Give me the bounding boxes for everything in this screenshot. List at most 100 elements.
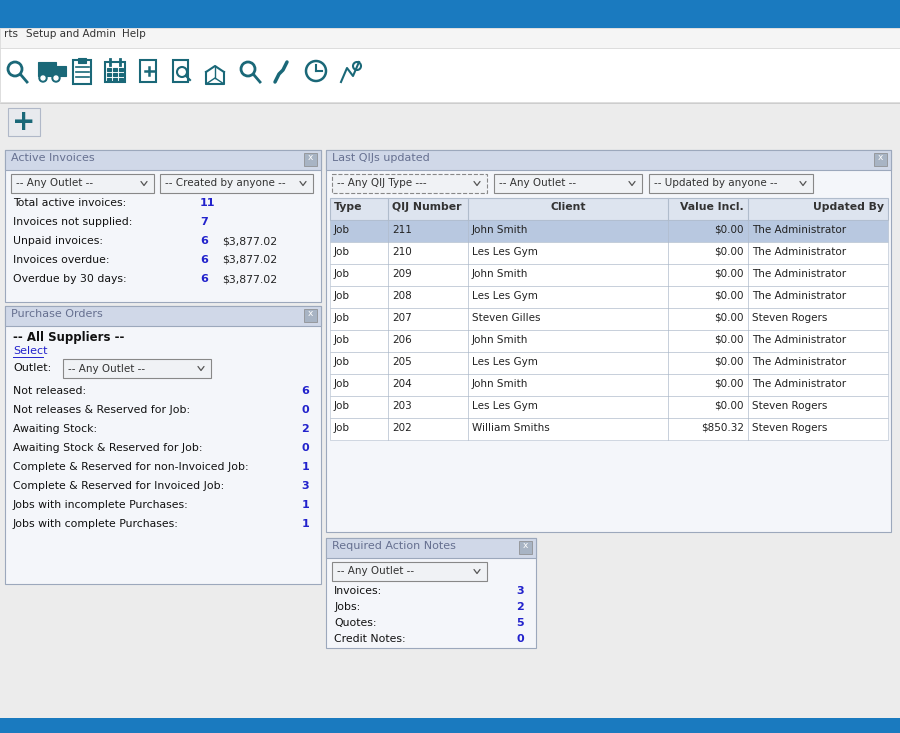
Text: 6: 6 — [200, 236, 208, 246]
Bar — [332, 174, 487, 193]
Text: Overdue by 30 days:: Overdue by 30 days: — [13, 274, 127, 284]
Text: Job: Job — [334, 247, 350, 257]
Text: 0: 0 — [302, 443, 309, 453]
Text: Quotes:: Quotes: — [334, 618, 376, 628]
Bar — [107, 68, 111, 71]
Text: 208: 208 — [392, 291, 412, 301]
Bar — [304, 309, 317, 322]
Circle shape — [54, 76, 58, 80]
Text: $3,877.02: $3,877.02 — [222, 236, 277, 246]
Circle shape — [39, 74, 47, 82]
Text: Last QIJs updated: Last QIJs updated — [332, 153, 430, 163]
Circle shape — [41, 76, 45, 80]
Text: -- Any Outlet --: -- Any Outlet -- — [499, 179, 576, 188]
Bar — [519, 541, 532, 554]
Text: -- Updated by anyone --: -- Updated by anyone -- — [654, 179, 778, 188]
Bar — [73, 60, 91, 84]
Text: Active Invoices: Active Invoices — [11, 153, 94, 163]
Bar — [119, 73, 123, 76]
Bar — [330, 352, 888, 374]
Text: Job: Job — [334, 401, 350, 411]
Text: Steven Gilles: Steven Gilles — [472, 313, 541, 323]
Text: 2: 2 — [302, 424, 309, 434]
Text: Invoices:: Invoices: — [334, 586, 382, 596]
Text: 205: 205 — [392, 357, 412, 367]
Text: 1: 1 — [302, 462, 309, 472]
Text: Client: Client — [550, 202, 586, 212]
Bar — [330, 242, 888, 264]
Bar — [326, 538, 536, 558]
Bar — [0, 0, 900, 28]
Text: x: x — [523, 542, 528, 550]
Text: Steven Rogers: Steven Rogers — [752, 313, 827, 323]
Bar — [160, 174, 313, 193]
Text: 2: 2 — [517, 602, 524, 612]
Text: x: x — [308, 309, 313, 319]
Text: Awaiting Stock & Reserved for Job:: Awaiting Stock & Reserved for Job: — [13, 443, 202, 453]
Bar — [326, 150, 891, 170]
Bar — [330, 264, 888, 286]
Bar — [326, 150, 891, 532]
Text: Les Les Gym: Les Les Gym — [472, 357, 538, 367]
Bar — [11, 174, 154, 193]
Text: 1: 1 — [302, 500, 309, 510]
Text: Les Les Gym: Les Les Gym — [472, 291, 538, 301]
Text: Not released:: Not released: — [13, 386, 86, 396]
Bar — [874, 153, 887, 166]
Bar — [113, 68, 117, 71]
Text: 203: 203 — [392, 401, 412, 411]
Text: John Smith: John Smith — [472, 379, 528, 389]
Text: 0: 0 — [302, 405, 309, 415]
Text: QIJ Number: QIJ Number — [392, 202, 462, 212]
Bar — [0, 28, 900, 48]
Text: $0.00: $0.00 — [715, 357, 744, 367]
Bar — [56, 66, 66, 76]
Text: 211: 211 — [392, 225, 412, 235]
Text: Jobs with incomplete Purchases:: Jobs with incomplete Purchases: — [13, 500, 189, 510]
Text: Steven Rogers: Steven Rogers — [752, 423, 827, 433]
Text: Not releases & Reserved for Job:: Not releases & Reserved for Job: — [13, 405, 190, 415]
Text: Help: Help — [122, 29, 146, 39]
Bar — [63, 359, 211, 378]
Bar — [332, 562, 487, 581]
Text: $3,877.02: $3,877.02 — [222, 274, 277, 284]
Text: 11: 11 — [200, 198, 215, 208]
Bar — [0, 102, 900, 733]
Text: 1: 1 — [302, 519, 309, 529]
Bar — [78, 58, 86, 63]
Bar — [5, 306, 321, 584]
Text: $0.00: $0.00 — [715, 247, 744, 257]
Bar — [330, 330, 888, 352]
Text: Total active invoices:: Total active invoices: — [13, 198, 126, 208]
Text: Les Les Gym: Les Les Gym — [472, 401, 538, 411]
Text: John Smith: John Smith — [472, 225, 528, 235]
Text: Setup and Admin: Setup and Admin — [26, 29, 116, 39]
Text: $0.00: $0.00 — [715, 401, 744, 411]
Text: The Administrator: The Administrator — [752, 247, 846, 257]
Text: John Smith: John Smith — [472, 335, 528, 345]
Bar — [494, 174, 642, 193]
Text: 207: 207 — [392, 313, 412, 323]
Text: 206: 206 — [392, 335, 412, 345]
Bar — [5, 150, 321, 170]
Bar — [326, 538, 536, 648]
Bar — [140, 60, 156, 82]
Text: Required Action Notes: Required Action Notes — [332, 541, 456, 551]
Text: 204: 204 — [392, 379, 412, 389]
Text: +: + — [13, 108, 36, 136]
Bar — [330, 418, 888, 440]
Text: -- Any Outlet --: -- Any Outlet -- — [337, 567, 414, 576]
Text: The Administrator: The Administrator — [752, 269, 846, 279]
Bar — [119, 68, 123, 71]
Text: x: x — [308, 153, 313, 163]
Bar — [107, 73, 111, 76]
Bar — [5, 306, 321, 326]
Text: -- Any QIJ Type ---: -- Any QIJ Type --- — [337, 179, 427, 188]
Text: Job: Job — [334, 423, 350, 433]
Text: -- Any Outlet --: -- Any Outlet -- — [68, 364, 145, 374]
Text: Job: Job — [334, 225, 350, 235]
Text: Job: Job — [334, 357, 350, 367]
Text: 6: 6 — [200, 274, 208, 284]
Text: Job: Job — [334, 269, 350, 279]
Text: -- Created by anyone --: -- Created by anyone -- — [165, 179, 285, 188]
